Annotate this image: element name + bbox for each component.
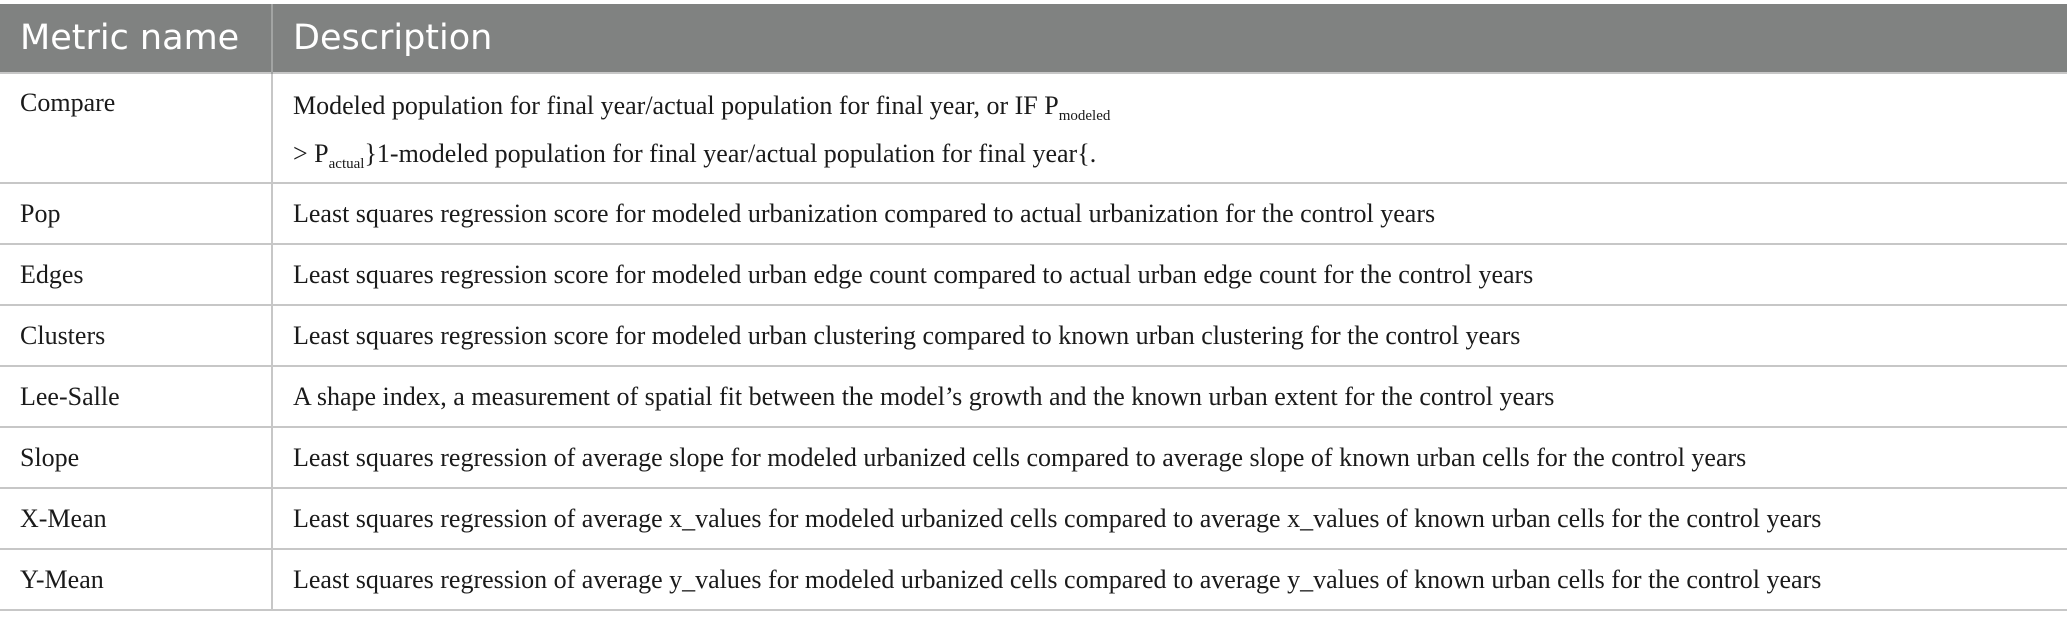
metric-name-cell: Edges xyxy=(0,243,273,305)
table-row: Edges Least squares regression score for… xyxy=(0,243,2067,305)
description-text: }1-modeled population for final year/act… xyxy=(364,139,1097,168)
subscript-text: actual xyxy=(328,156,365,172)
metrics-table-container: Metric name Description Compare Modeled … xyxy=(0,4,2067,611)
description-line: > Pactual}1-modeled population for final… xyxy=(293,136,2067,172)
table-row: X-Mean Least squares regression of avera… xyxy=(0,487,2067,549)
description-cell: Least squares regression score for model… xyxy=(272,304,2067,366)
description-text: > P xyxy=(293,139,329,168)
description-line: Modeled population for final year/actual… xyxy=(293,88,2067,124)
table-row: Pop Least squares regression score for m… xyxy=(0,182,2067,244)
description-cell: Least squares regression of average y_va… xyxy=(272,548,2067,611)
metric-name-cell: X-Mean xyxy=(0,487,273,549)
table-row: Y-Mean Least squares regression of avera… xyxy=(0,548,2067,611)
metric-name-cell: Lee-Salle xyxy=(0,365,273,427)
description-cell: Least squares regression of average slop… xyxy=(272,426,2067,488)
description-cell: Least squares regression score for model… xyxy=(272,243,2067,305)
metric-name-cell: Clusters xyxy=(0,304,273,366)
description-cell: Modeled population for final year/actual… xyxy=(272,72,2067,183)
header-description: Description xyxy=(272,4,2067,73)
table-row: Slope Least squares regression of averag… xyxy=(0,426,2067,488)
description-cell: Least squares regression of average x_va… xyxy=(272,487,2067,549)
metric-name-cell: Y-Mean xyxy=(0,548,273,611)
table-header-row: Metric name Description xyxy=(0,4,2067,73)
description-cell: A shape index, a measurement of spatial … xyxy=(272,365,2067,427)
subscript-text: modeled xyxy=(1058,108,1111,124)
description-cell: Least squares regression score for model… xyxy=(272,182,2067,244)
metric-name-cell: Compare xyxy=(0,72,273,183)
metric-name-cell: Slope xyxy=(0,426,273,488)
table-row: Compare Modeled population for final yea… xyxy=(0,72,2067,183)
header-metric-name: Metric name xyxy=(0,4,273,73)
table-row: Clusters Least squares regression score … xyxy=(0,304,2067,366)
metrics-table: Metric name Description Compare Modeled … xyxy=(0,4,2067,611)
metric-name-cell: Pop xyxy=(0,182,273,244)
description-text: Modeled population for final year/actual… xyxy=(293,91,1059,120)
table-row: Lee-Salle A shape index, a measurement o… xyxy=(0,365,2067,427)
